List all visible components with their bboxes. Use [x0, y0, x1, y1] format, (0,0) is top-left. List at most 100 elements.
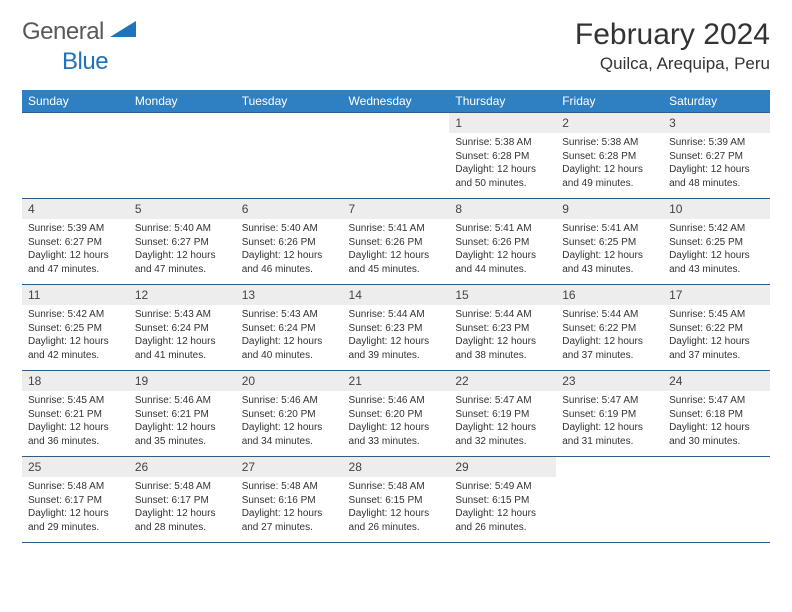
calendar-table: SundayMondayTuesdayWednesdayThursdayFrid…: [22, 90, 770, 543]
day-number: 23: [556, 371, 663, 391]
day-info: Sunrise: 5:39 AMSunset: 6:27 PMDaylight:…: [22, 219, 129, 282]
day-number: 9: [556, 199, 663, 219]
calendar-cell: ..: [343, 113, 450, 199]
day-number: 22: [449, 371, 556, 391]
calendar-week-row: 11Sunrise: 5:42 AMSunset: 6:25 PMDayligh…: [22, 285, 770, 371]
day-info: Sunrise: 5:41 AMSunset: 6:25 PMDaylight:…: [556, 219, 663, 282]
day-info: Sunrise: 5:43 AMSunset: 6:24 PMDaylight:…: [129, 305, 236, 368]
day-info: Sunrise: 5:47 AMSunset: 6:19 PMDaylight:…: [556, 391, 663, 454]
calendar-cell: 3Sunrise: 5:39 AMSunset: 6:27 PMDaylight…: [663, 113, 770, 199]
day-number: 16: [556, 285, 663, 305]
day-number: 2: [556, 113, 663, 133]
day-info: Sunrise: 5:41 AMSunset: 6:26 PMDaylight:…: [343, 219, 450, 282]
calendar-cell: 20Sunrise: 5:46 AMSunset: 6:20 PMDayligh…: [236, 371, 343, 457]
day-number: 24: [663, 371, 770, 391]
calendar-cell: 10Sunrise: 5:42 AMSunset: 6:25 PMDayligh…: [663, 199, 770, 285]
calendar-cell: 4Sunrise: 5:39 AMSunset: 6:27 PMDaylight…: [22, 199, 129, 285]
month-title: February 2024: [575, 18, 770, 52]
calendar-cell: 15Sunrise: 5:44 AMSunset: 6:23 PMDayligh…: [449, 285, 556, 371]
calendar-cell: 7Sunrise: 5:41 AMSunset: 6:26 PMDaylight…: [343, 199, 450, 285]
day-number: 26: [129, 457, 236, 477]
calendar-cell: ..: [236, 113, 343, 199]
day-number: 20: [236, 371, 343, 391]
day-info: Sunrise: 5:38 AMSunset: 6:28 PMDaylight:…: [449, 133, 556, 196]
day-info: Sunrise: 5:41 AMSunset: 6:26 PMDaylight:…: [449, 219, 556, 282]
calendar-cell: 1Sunrise: 5:38 AMSunset: 6:28 PMDaylight…: [449, 113, 556, 199]
day-info: Sunrise: 5:42 AMSunset: 6:25 PMDaylight:…: [663, 219, 770, 282]
calendar-cell: 24Sunrise: 5:47 AMSunset: 6:18 PMDayligh…: [663, 371, 770, 457]
calendar-cell: 25Sunrise: 5:48 AMSunset: 6:17 PMDayligh…: [22, 457, 129, 543]
calendar-cell: ..: [556, 457, 663, 543]
calendar-cell: 26Sunrise: 5:48 AMSunset: 6:17 PMDayligh…: [129, 457, 236, 543]
day-info: Sunrise: 5:47 AMSunset: 6:19 PMDaylight:…: [449, 391, 556, 454]
day-info: Sunrise: 5:46 AMSunset: 6:20 PMDaylight:…: [343, 391, 450, 454]
calendar-cell: ..: [663, 457, 770, 543]
day-info: Sunrise: 5:48 AMSunset: 6:16 PMDaylight:…: [236, 477, 343, 540]
day-number: 1: [449, 113, 556, 133]
day-number: 15: [449, 285, 556, 305]
logo-text-general: General: [22, 18, 104, 46]
calendar-week-row: 4Sunrise: 5:39 AMSunset: 6:27 PMDaylight…: [22, 199, 770, 285]
day-info: Sunrise: 5:48 AMSunset: 6:15 PMDaylight:…: [343, 477, 450, 540]
calendar-cell: 13Sunrise: 5:43 AMSunset: 6:24 PMDayligh…: [236, 285, 343, 371]
day-info: Sunrise: 5:39 AMSunset: 6:27 PMDaylight:…: [663, 133, 770, 196]
day-info: Sunrise: 5:42 AMSunset: 6:25 PMDaylight:…: [22, 305, 129, 368]
day-number: 13: [236, 285, 343, 305]
calendar-cell: 23Sunrise: 5:47 AMSunset: 6:19 PMDayligh…: [556, 371, 663, 457]
day-number: 6: [236, 199, 343, 219]
weekday-monday: Monday: [129, 90, 236, 113]
day-info: Sunrise: 5:44 AMSunset: 6:22 PMDaylight:…: [556, 305, 663, 368]
calendar-week-row: ........1Sunrise: 5:38 AMSunset: 6:28 PM…: [22, 113, 770, 199]
day-info: Sunrise: 5:43 AMSunset: 6:24 PMDaylight:…: [236, 305, 343, 368]
calendar-cell: 29Sunrise: 5:49 AMSunset: 6:15 PMDayligh…: [449, 457, 556, 543]
day-info: Sunrise: 5:49 AMSunset: 6:15 PMDaylight:…: [449, 477, 556, 540]
logo-triangle-icon: [110, 21, 136, 44]
weekday-friday: Friday: [556, 90, 663, 113]
weekday-header-row: SundayMondayTuesdayWednesdayThursdayFrid…: [22, 90, 770, 113]
day-number: 4: [22, 199, 129, 219]
day-number: 10: [663, 199, 770, 219]
day-info: Sunrise: 5:45 AMSunset: 6:21 PMDaylight:…: [22, 391, 129, 454]
day-number: 3: [663, 113, 770, 133]
calendar-cell: 9Sunrise: 5:41 AMSunset: 6:25 PMDaylight…: [556, 199, 663, 285]
weekday-saturday: Saturday: [663, 90, 770, 113]
calendar-cell: 14Sunrise: 5:44 AMSunset: 6:23 PMDayligh…: [343, 285, 450, 371]
day-number: 8: [449, 199, 556, 219]
day-info: Sunrise: 5:48 AMSunset: 6:17 PMDaylight:…: [22, 477, 129, 540]
day-info: Sunrise: 5:44 AMSunset: 6:23 PMDaylight:…: [449, 305, 556, 368]
calendar-cell: 12Sunrise: 5:43 AMSunset: 6:24 PMDayligh…: [129, 285, 236, 371]
day-number: 12: [129, 285, 236, 305]
day-info: Sunrise: 5:46 AMSunset: 6:20 PMDaylight:…: [236, 391, 343, 454]
day-number: 19: [129, 371, 236, 391]
day-info: Sunrise: 5:40 AMSunset: 6:26 PMDaylight:…: [236, 219, 343, 282]
calendar-cell: 6Sunrise: 5:40 AMSunset: 6:26 PMDaylight…: [236, 199, 343, 285]
day-number: 27: [236, 457, 343, 477]
day-info: Sunrise: 5:40 AMSunset: 6:27 PMDaylight:…: [129, 219, 236, 282]
day-number: 14: [343, 285, 450, 305]
calendar-cell: 19Sunrise: 5:46 AMSunset: 6:21 PMDayligh…: [129, 371, 236, 457]
calendar-cell: ..: [129, 113, 236, 199]
day-number: 5: [129, 199, 236, 219]
logo: General: [22, 18, 138, 46]
day-number: 28: [343, 457, 450, 477]
weekday-thursday: Thursday: [449, 90, 556, 113]
day-number: 11: [22, 285, 129, 305]
day-info: Sunrise: 5:45 AMSunset: 6:22 PMDaylight:…: [663, 305, 770, 368]
logo-text-blue: Blue: [62, 48, 108, 75]
weekday-tuesday: Tuesday: [236, 90, 343, 113]
day-info: Sunrise: 5:44 AMSunset: 6:23 PMDaylight:…: [343, 305, 450, 368]
calendar-cell: 27Sunrise: 5:48 AMSunset: 6:16 PMDayligh…: [236, 457, 343, 543]
calendar-cell: 5Sunrise: 5:40 AMSunset: 6:27 PMDaylight…: [129, 199, 236, 285]
day-number: 7: [343, 199, 450, 219]
calendar-cell: 2Sunrise: 5:38 AMSunset: 6:28 PMDaylight…: [556, 113, 663, 199]
day-info: Sunrise: 5:46 AMSunset: 6:21 PMDaylight:…: [129, 391, 236, 454]
day-number: 29: [449, 457, 556, 477]
day-number: 18: [22, 371, 129, 391]
calendar-cell: 8Sunrise: 5:41 AMSunset: 6:26 PMDaylight…: [449, 199, 556, 285]
day-number: 21: [343, 371, 450, 391]
calendar-week-row: 25Sunrise: 5:48 AMSunset: 6:17 PMDayligh…: [22, 457, 770, 543]
calendar-cell: 17Sunrise: 5:45 AMSunset: 6:22 PMDayligh…: [663, 285, 770, 371]
weekday-wednesday: Wednesday: [343, 90, 450, 113]
calendar-week-row: 18Sunrise: 5:45 AMSunset: 6:21 PMDayligh…: [22, 371, 770, 457]
calendar-cell: 16Sunrise: 5:44 AMSunset: 6:22 PMDayligh…: [556, 285, 663, 371]
